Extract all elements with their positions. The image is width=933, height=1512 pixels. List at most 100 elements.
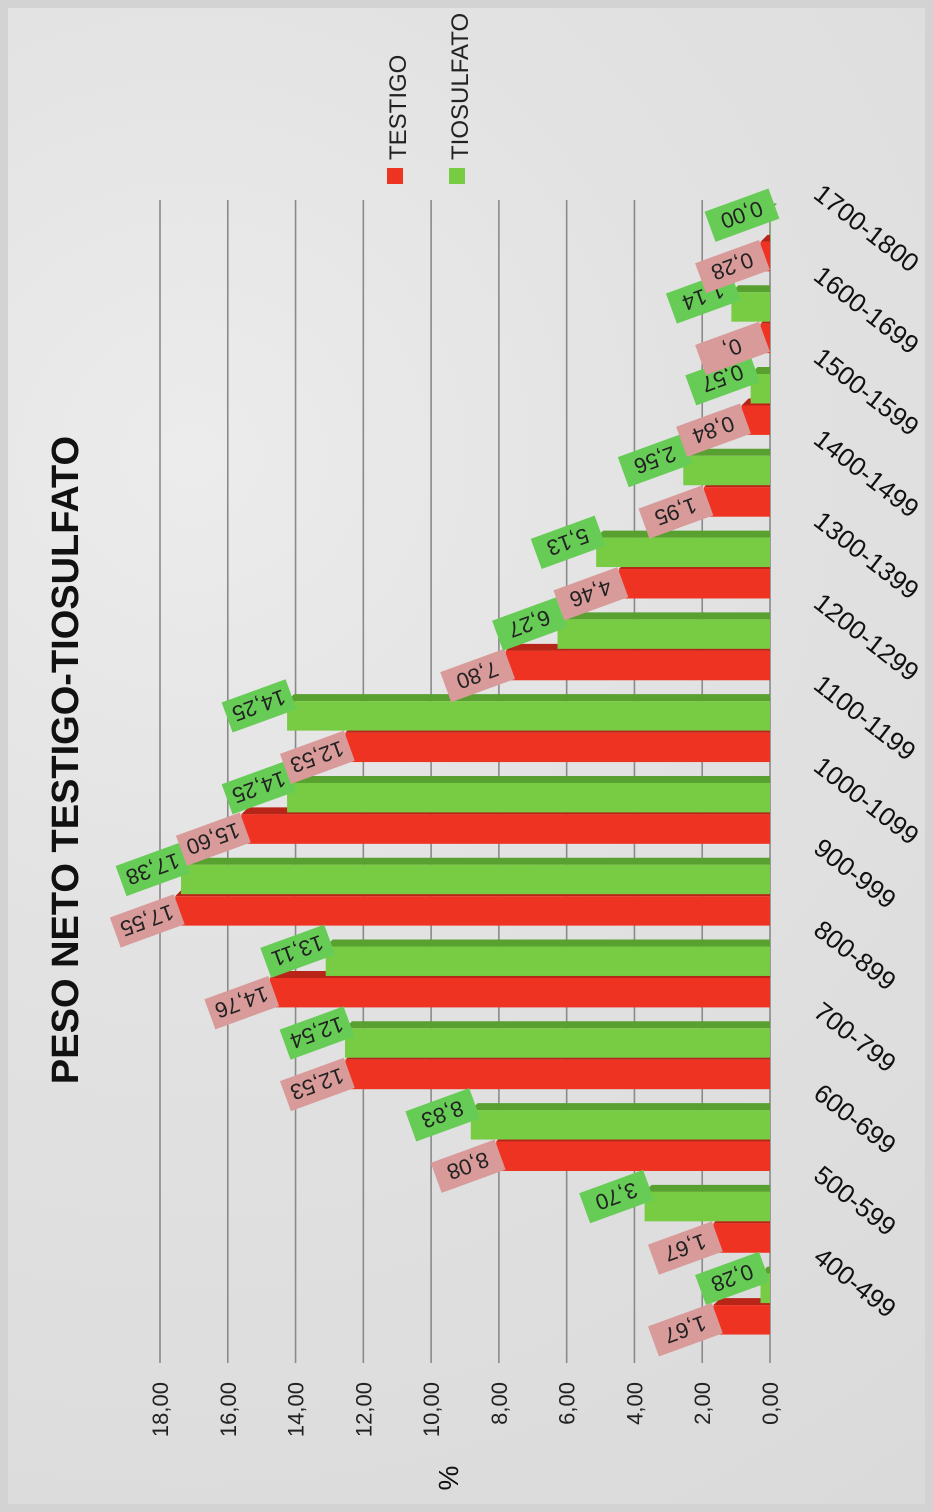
bar-testigo-800-899 [269,977,770,1008]
bar-depth [325,939,770,947]
x-tick-label: 800-899 [808,914,902,996]
data-label-tiosulfato: 3,70 [579,1169,655,1224]
bar-testigo-1300-1399 [618,569,770,599]
data-label-testigo: 1,67 [647,1303,723,1357]
bar-tiosulfato-1200-1299 [557,619,770,649]
y-axis-label: % [433,1466,464,1491]
bar-depth [596,530,770,538]
data-label-box [617,433,693,488]
chart-title: PESO NETO TESTIGO-TIOSULFATO [45,436,87,1084]
y-tick-label: 12,00 [351,1382,376,1437]
bar-depth [345,1021,770,1029]
y-tick-label: 2,00 [690,1382,715,1425]
data-label-box [204,976,280,1030]
data-label-testigo: 14,76 [204,976,280,1030]
y-tick-label: 0,00 [758,1382,783,1425]
data-label-box [430,1139,506,1193]
bar-depth [683,448,770,456]
data-label-tiosulfato: 14,25 [221,761,297,815]
data-label-box [530,515,606,569]
bar-depth [470,1103,770,1111]
data-label-box [647,1303,723,1357]
legend: TESTIGO TIOSULFATO [385,13,474,184]
data-label-tiosulfato: 5,13 [530,515,606,569]
bar-testigo-500-599 [713,1223,770,1253]
data-label-box [492,597,567,651]
bar-testigo-1100-1199 [345,732,770,763]
y-tick-label: 10,00 [419,1382,444,1437]
data-label-tiosulfato: 13,11 [260,924,336,978]
x-tick-label: 600-699 [808,1078,902,1160]
x-tick-label: 900-999 [808,832,902,914]
legend-swatch [387,168,403,184]
data-label-testigo: 8,08 [430,1139,506,1193]
bar-tiosulfato-700-799 [345,1028,770,1058]
legend-label: TESTIGO [385,55,412,160]
y-tick-label: 18,00 [148,1382,173,1437]
bar-depth [760,234,770,242]
data-label-tiosulfato: 8,83 [405,1088,481,1142]
data-label-testigo: 1,67 [647,1221,723,1275]
bar-depth [731,285,770,293]
bar-tiosulfato-1400-1499 [683,455,770,486]
bar-testigo-900-999 [175,896,770,926]
legend-swatch [449,168,465,184]
y-tick-label: 6,00 [555,1382,580,1425]
y-tick-label: 8,00 [487,1382,512,1425]
bar-testigo-700-799 [345,1059,770,1090]
data-label-box [221,761,297,815]
data-label-box [638,485,714,539]
data-label-tiosulfato: 17,38 [115,842,191,897]
data-label-box [175,812,251,866]
data-label-testigo: 17,55 [109,894,185,948]
data-label-box [405,1088,481,1142]
bar-depth [181,857,770,865]
data-label-tiosulfato: 0,28 [695,1251,770,1306]
data-label-tiosulfato: 0,00 [704,188,780,242]
data-labels-layer: 1,670,281,673,708,088,8312,5312,5414,761… [109,188,780,1357]
data-label-box [279,730,355,784]
x-tick-label: 400-499 [808,1241,902,1323]
bar-tiosulfato-900-999 [181,864,770,895]
bar-tiosulfato-1000-1099 [287,782,770,813]
bar-depth [287,775,770,783]
data-label-box [260,924,336,978]
data-label-box [553,567,629,621]
bar-testigo-400-499 [713,1305,770,1335]
data-label-box [695,239,770,294]
data-label-box [685,352,761,406]
bar-depth [713,1298,770,1306]
bar-tiosulfato-400-499 [760,1273,770,1304]
data-label-box [704,188,780,242]
bar-depth [644,1184,770,1192]
data-label-testigo: 12,53 [279,1057,355,1112]
bar-testigo-1400-1499 [703,487,770,517]
bar-tiosulfato-1100-1199 [287,701,770,731]
data-label-testigo: 0, [695,321,770,376]
bar-depth [287,694,770,702]
bar-testigo-1600-1699 [760,323,770,354]
bar-tiosulfato-600-699 [470,1110,770,1140]
data-label-box [109,894,185,948]
bar-testigo-1200-1299 [505,650,770,681]
x-tick-label: 700-799 [808,996,902,1078]
data-label-box [115,842,191,897]
data-label-box [579,1169,655,1224]
data-label-tiosulfato: 12,54 [279,1006,355,1060]
data-label-box [440,648,516,703]
data-label-tiosulfato: 6,27 [492,597,567,651]
y-tick-label: 14,00 [284,1382,309,1437]
y-tick-label: 16,00 [216,1382,241,1437]
data-label-box [695,1251,770,1306]
bar-testigo-600-699 [496,1141,770,1171]
legend-label: TIOSULFATO [447,13,474,160]
data-label-tiosulfato: 14,25 [221,679,297,733]
bar-depth [557,612,770,620]
data-label-box [676,403,751,457]
data-label-box [279,1057,355,1112]
y-tick-label: 4,00 [622,1382,647,1425]
data-label-box [695,321,770,376]
data-label-box [279,1006,355,1060]
data-label-box [647,1221,723,1275]
